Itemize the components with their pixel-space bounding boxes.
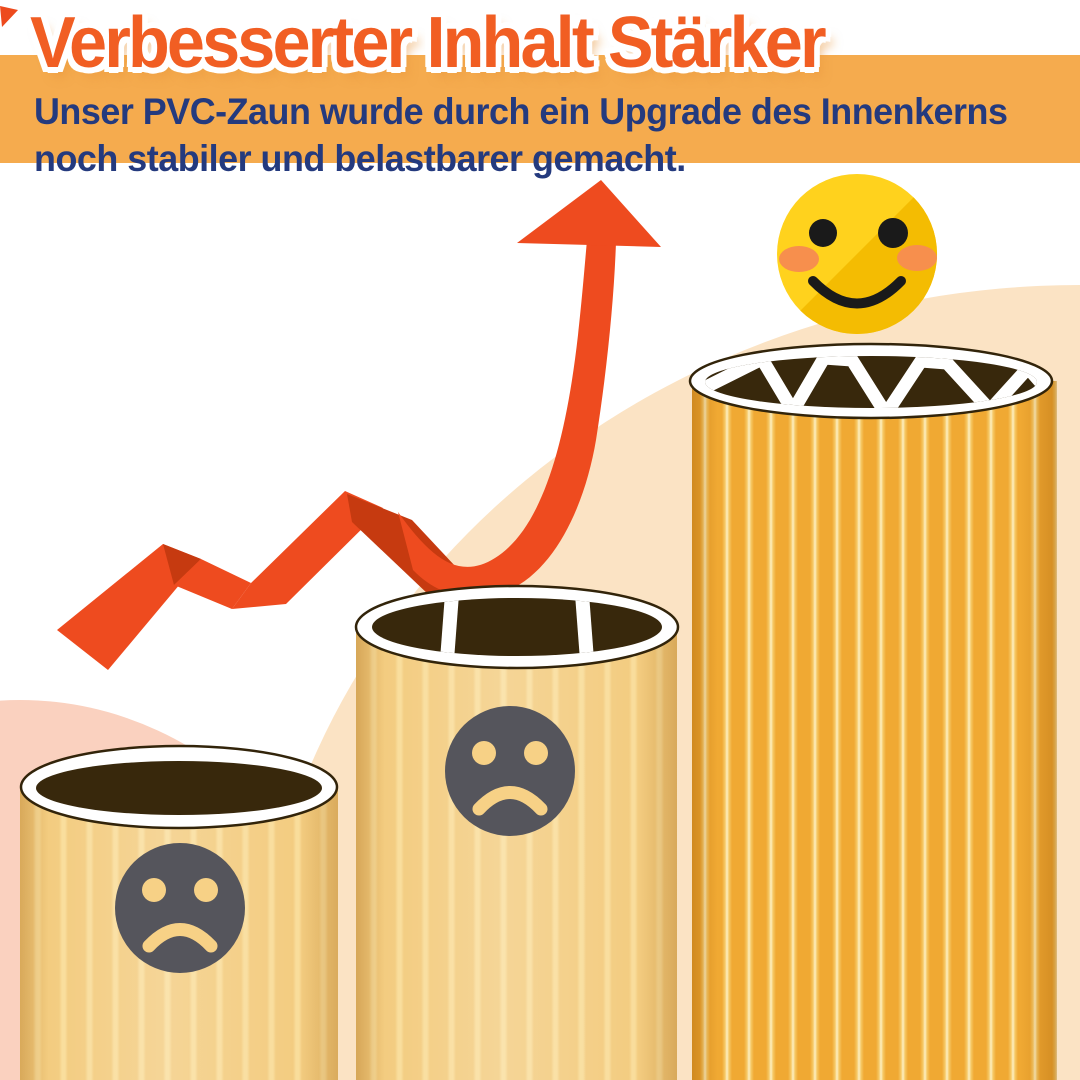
page-title: Verbesserter Inhalt Stärker bbox=[30, 3, 827, 83]
post-large-body bbox=[692, 381, 1057, 1080]
corner-accent bbox=[0, 6, 18, 27]
subtitle-line-1: Unser PVC-Zaun wurde durch ein Upgrade d… bbox=[34, 91, 1008, 132]
subtitle-line-2: noch stabiler und belastbarer gemacht. bbox=[34, 138, 686, 179]
page-subtitle: Unser PVC-Zaun wurde durch ein Upgrade d… bbox=[34, 88, 1008, 182]
post-small-body bbox=[20, 787, 338, 1080]
header-band bbox=[0, 55, 1080, 163]
post-medium-body bbox=[356, 627, 677, 1080]
